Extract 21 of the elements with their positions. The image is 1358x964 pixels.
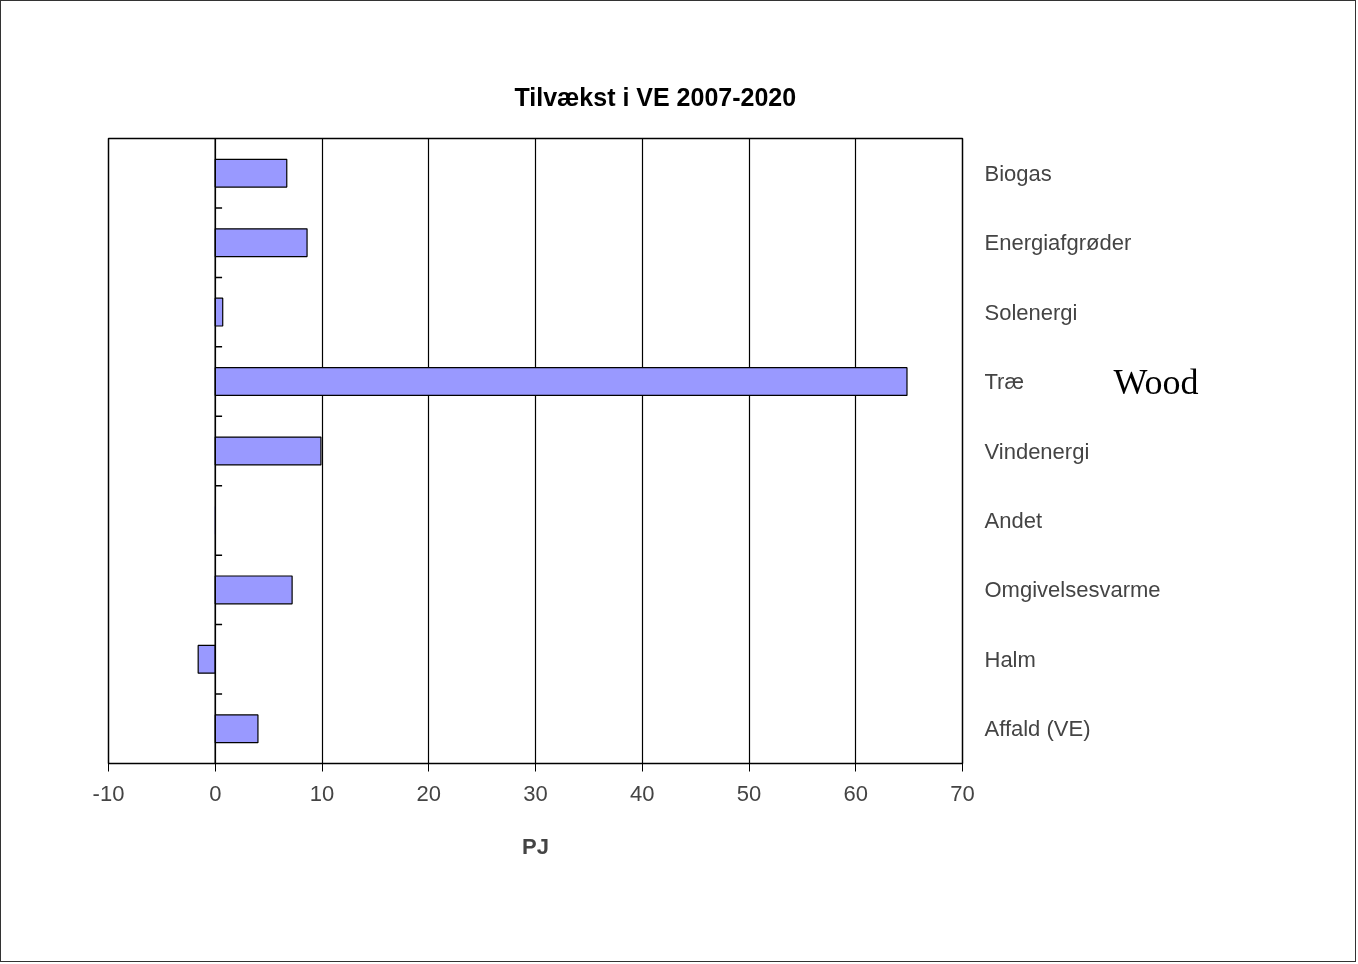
y-tick-label: Biogas [984, 160, 1052, 186]
y-tick-label: Halm [984, 646, 1036, 672]
y-tick-label: Andet [984, 507, 1042, 533]
y-tick-label: Omgivelsesvarme [984, 577, 1161, 603]
y-tick-label: Vindenergi [984, 438, 1090, 464]
x-tick-label: 50 [736, 780, 762, 806]
x-tick-label: 30 [523, 780, 548, 806]
y-tick-label: Affald (VE) [984, 716, 1091, 742]
text: Wood [1113, 362, 1199, 403]
y-tick-label: Træ [984, 369, 1025, 395]
x-axis-title: PJ [522, 833, 549, 859]
x-tick-label: 60 [843, 780, 868, 806]
x-tick-label: -10 [92, 780, 125, 806]
x-tick-label: 0 [209, 780, 222, 806]
chart-title: Tilvækst i VE 2007-2020 [514, 83, 797, 111]
x-tick-label: 70 [950, 780, 975, 806]
y-tick-label: Energiafgrøder [984, 230, 1132, 256]
x-tick-label: 10 [309, 780, 335, 806]
y-tick-label: Solenergi [984, 299, 1078, 325]
x-tick-label: 20 [416, 780, 441, 806]
x-tick-label: 40 [630, 780, 655, 806]
